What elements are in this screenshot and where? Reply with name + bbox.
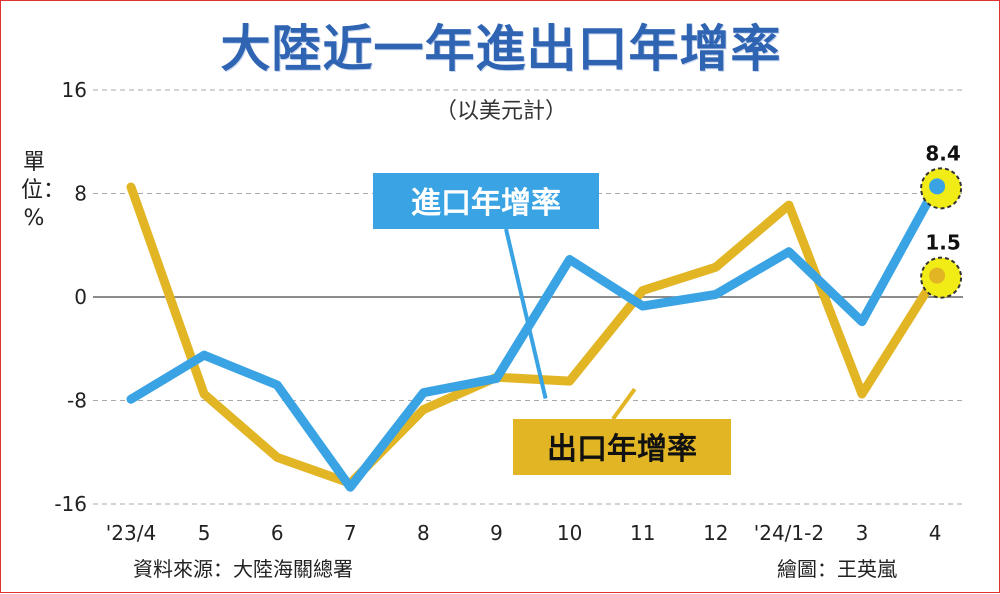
import-end-point <box>929 178 946 195</box>
y-tick-labels: 16 8 0 -8 -16 <box>54 78 87 516</box>
x-tick-labels: '23/4 5 6 7 8 9 10 11 12 '24/1-2 3 4 <box>106 521 942 545</box>
y-tick-label: -16 <box>54 492 87 516</box>
source-text: 資料來源：大陸海關總署 <box>133 557 353 581</box>
export-end-point <box>929 267 946 284</box>
x-tick-label: 8 <box>417 521 430 545</box>
credit-text: 繪圖：王英嵐 <box>777 557 897 581</box>
x-tick-label: 7 <box>344 521 357 545</box>
export-callout-label: 1.5 <box>925 231 960 255</box>
import-label-box <box>373 173 599 229</box>
import-series-line <box>126 183 940 492</box>
export-series-line <box>126 182 940 488</box>
x-tick-label: 10 <box>557 521 582 545</box>
import-callout-label: 8.4 <box>925 141 960 165</box>
y-tick-label: 8 <box>74 182 87 206</box>
x-tick-label: 12 <box>703 521 728 545</box>
x-tick-label: 5 <box>198 521 211 545</box>
callouts: 8.4 1.5 <box>920 141 963 299</box>
y-tick-label: 0 <box>74 285 87 309</box>
y-tick-label: -8 <box>67 389 87 413</box>
y-tick-label: 16 <box>62 78 87 102</box>
export-label-text: 出口年增率 <box>547 432 697 467</box>
x-tick-label: 4 <box>929 521 942 545</box>
chart-subtitle: （以美元計） <box>434 99 567 124</box>
series-layer <box>126 182 940 492</box>
x-tick-label: 3 <box>856 521 869 545</box>
export-label-pointer <box>611 387 637 421</box>
chart-title: 大陸近一年進出口年增率 <box>220 20 782 78</box>
export-label-box <box>513 419 731 475</box>
x-tick-label: 11 <box>630 521 655 545</box>
x-tick-label: '23/4 <box>106 521 156 545</box>
x-tick-label: 9 <box>490 521 503 545</box>
x-tick-label: '24/1-2 <box>754 521 824 545</box>
x-tick-label: 6 <box>271 521 284 545</box>
import-label-text: 進口年增率 <box>411 186 561 221</box>
import-label-pointer <box>504 228 548 399</box>
